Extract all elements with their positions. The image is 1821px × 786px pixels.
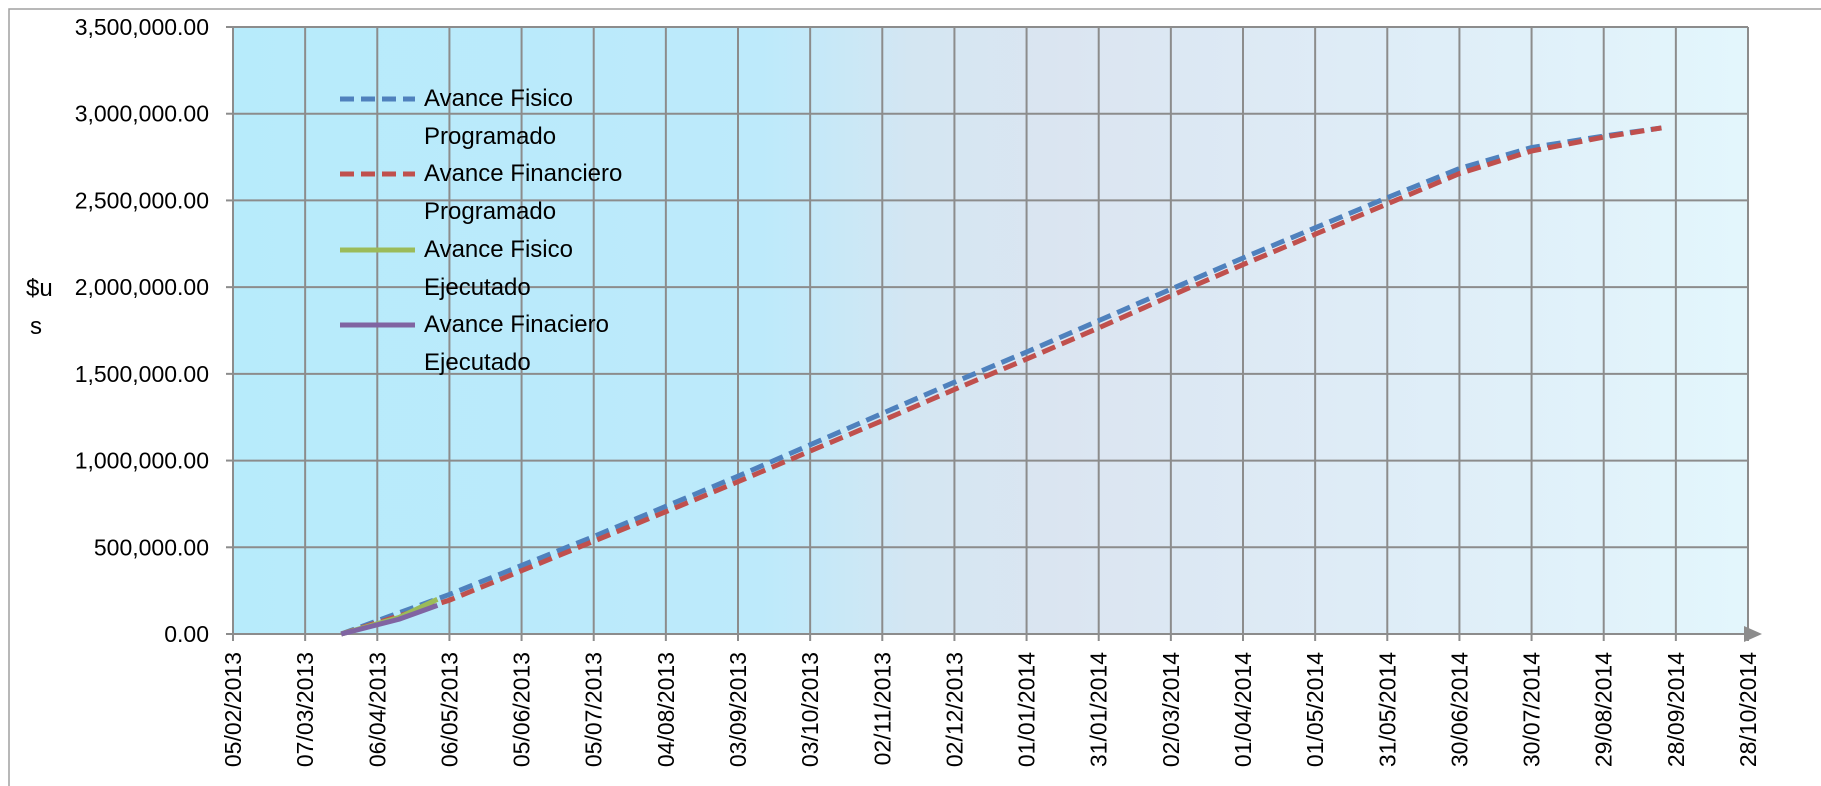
x-tick-label: 05/06/2013 <box>509 652 535 767</box>
x-tick-label: 05/07/2013 <box>581 652 607 767</box>
x-tick-label: 02/03/2014 <box>1158 652 1184 767</box>
chart-border <box>8 8 1821 786</box>
x-tick-label: 31/05/2014 <box>1374 652 1400 767</box>
x-tick-label: 31/01/2014 <box>1086 652 1112 767</box>
y-tick-label: 3,000,000.00 <box>75 101 209 127</box>
plot-area <box>233 27 1748 634</box>
x-tick-label: 07/03/2013 <box>292 652 318 767</box>
y-tick-label: 1,500,000.00 <box>75 361 209 387</box>
x-tick-label: 28/10/2014 <box>1735 652 1761 767</box>
series-line <box>340 125 1662 637</box>
x-axis-arrow <box>1744 626 1762 642</box>
y-tick-label: 500,000.00 <box>94 534 209 560</box>
y-tick-label: 0.00 <box>164 621 209 647</box>
series-line <box>340 603 439 637</box>
x-tick-label: 04/08/2013 <box>653 652 679 767</box>
legend-entry: Avance Fisico Ejecutado <box>424 236 573 301</box>
y-tick-label: 1,000,000.00 <box>75 448 209 474</box>
x-tick-label: 01/05/2014 <box>1302 652 1328 767</box>
x-tick-label: 03/10/2013 <box>797 652 823 767</box>
x-tick-label: 01/04/2014 <box>1230 652 1256 767</box>
legend-entry: Avance Finaciero Ejecutado <box>424 311 609 376</box>
y-axis-label: $us <box>26 275 53 340</box>
x-tick-label: 02/11/2013 <box>869 652 895 765</box>
x-tick-label: 28/09/2014 <box>1663 652 1689 767</box>
y-tick-label: 2,500,000.00 <box>75 187 209 213</box>
x-tick-label: 30/07/2014 <box>1519 652 1545 767</box>
legend-entry: Avance Fisico Programado <box>424 85 573 150</box>
x-tick-label: 06/04/2013 <box>364 652 390 767</box>
x-tick-label: 06/05/2013 <box>436 652 462 767</box>
y-tick-label: 3,500,000.00 <box>75 14 209 40</box>
x-tick-label: 30/06/2014 <box>1446 652 1472 767</box>
x-tick-label: 02/12/2013 <box>941 652 967 767</box>
x-tick-label: 01/01/2014 <box>1014 652 1040 767</box>
x-tick-label: 03/09/2013 <box>725 652 751 767</box>
legend-entry: Avance Financiero Programado <box>424 160 623 225</box>
x-tick-label: 05/02/2013 <box>220 652 246 767</box>
x-tick-label: 29/08/2014 <box>1591 652 1617 767</box>
series-line <box>340 125 1662 637</box>
y-tick-label: 2,000,000.00 <box>75 274 209 300</box>
